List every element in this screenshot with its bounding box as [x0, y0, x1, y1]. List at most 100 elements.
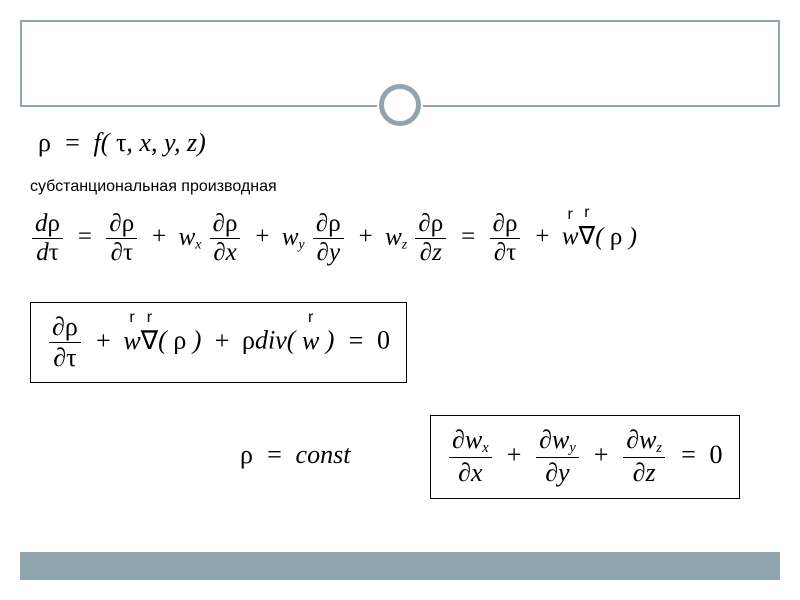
lp-2: ( — [595, 223, 603, 250]
sz-1: z — [656, 440, 662, 456]
eq-5: = — [680, 440, 698, 469]
rho-6: ρ — [505, 210, 517, 237]
lp-4: ( — [287, 326, 296, 355]
frac-pwx-px: ∂wx ∂x — [449, 426, 492, 488]
zero-1: 0 — [377, 326, 390, 355]
vec-nabla-1: ∇ — [579, 221, 596, 251]
y-1: y — [329, 239, 340, 266]
eq-sign: = — [63, 128, 81, 157]
frac-prho-px: ∂ρ ∂x — [210, 210, 241, 267]
header-circle-icon — [379, 84, 421, 126]
tau-3: τ — [506, 239, 516, 266]
plus-3: + — [357, 223, 374, 250]
p-5: ∂ — [316, 210, 328, 237]
zero-2: 0 — [710, 440, 723, 469]
w-1: w — [465, 425, 482, 454]
p-3: ∂ — [213, 210, 225, 237]
label-substantial-derivative: субстанциональная производная — [30, 178, 277, 196]
wx-sub: x — [195, 236, 201, 251]
rho-3: ρ — [225, 210, 237, 237]
arg-y: y — [164, 128, 174, 157]
arg-z: z — [187, 128, 197, 157]
equation-divergence-box: ∂wx ∂x + ∂wy ∂y + ∂wz ∂z = 0 — [430, 415, 740, 499]
frac-prho-ptau-3: ∂ρ ∂τ — [49, 313, 81, 372]
plus-5: + — [94, 326, 112, 355]
frac-drho-dtau: dρ dτ — [32, 210, 63, 267]
p-18: ∂ — [633, 458, 646, 487]
eq-3: = — [347, 326, 365, 355]
p-15: ∂ — [539, 425, 552, 454]
plus-4: + — [534, 223, 551, 250]
w-v3: w — [302, 326, 319, 355]
equation-rho-def: ρ = f( τ, x, y, z) — [38, 128, 206, 158]
d-1: d — [35, 210, 48, 237]
wz: w — [385, 223, 402, 250]
comma-1: , — [126, 128, 133, 157]
equation-substantial-derivative: dρ dτ = ∂ρ ∂τ + wx ∂ρ ∂x + wy ∂ρ ∂y + wz… — [30, 210, 637, 267]
tau-4: τ — [66, 343, 76, 372]
rho-8: ρ — [65, 312, 78, 341]
vec-nabla-2: ∇ — [141, 326, 158, 356]
slide-bottom-bar — [20, 552, 780, 580]
eq-1: = — [76, 223, 93, 250]
y-2: y — [558, 458, 570, 487]
header-circle-bg — [377, 82, 423, 128]
rho-9: ρ — [173, 326, 186, 355]
p-14: ∂ — [458, 458, 471, 487]
w-2: w — [552, 425, 569, 454]
eq-4: = — [265, 440, 283, 469]
w-3: w — [639, 425, 656, 454]
frac-prho-pz: ∂ρ ∂z — [415, 210, 446, 267]
plus-7: + — [505, 440, 523, 469]
p-9: ∂ — [493, 210, 505, 237]
comma-2: , — [151, 128, 158, 157]
p-11: ∂ — [52, 312, 65, 341]
lp-3: ( — [158, 326, 167, 355]
rho-symbol: ρ — [38, 128, 51, 157]
lp: ( — [101, 128, 110, 157]
plus-6: + — [213, 326, 231, 355]
sy-1: y — [569, 440, 575, 456]
vec-w-1: w — [562, 223, 579, 251]
tau-1: τ — [49, 239, 59, 266]
frac-prho-py: ∂ρ ∂y — [313, 210, 344, 267]
frac-prho-ptau-1: ∂ρ ∂τ — [106, 210, 137, 267]
fn-f: f — [94, 128, 101, 157]
nabla-2: ∇ — [141, 326, 158, 355]
rp-2: ) — [629, 223, 637, 250]
z-1: z — [432, 239, 442, 266]
p-6: ∂ — [317, 239, 329, 266]
comma-3: , — [174, 128, 181, 157]
p-8: ∂ — [420, 239, 432, 266]
wx: w — [179, 223, 196, 250]
x-2: x — [471, 458, 483, 487]
arg-x: x — [139, 128, 151, 157]
rp-4: ) — [326, 326, 335, 355]
rho-4: ρ — [328, 210, 340, 237]
rho-7: ρ — [610, 223, 622, 250]
plus-1: + — [150, 223, 167, 250]
x-1: x — [226, 239, 237, 266]
frac-prho-ptau-2: ∂ρ ∂τ — [490, 210, 521, 267]
frac-pwz-pz: ∂wz ∂z — [623, 426, 665, 488]
equation-rho-const: ρ = const — [240, 440, 350, 470]
w-v1: w — [562, 223, 579, 250]
wz-sub: z — [402, 236, 407, 251]
plus-8: + — [592, 440, 610, 469]
tau-2: τ — [123, 239, 133, 266]
z-2: z — [645, 458, 655, 487]
vec-w-3: w — [302, 326, 319, 356]
rp-3: ) — [193, 326, 202, 355]
p-12: ∂ — [53, 343, 66, 372]
p-10: ∂ — [494, 239, 506, 266]
const-text: const — [296, 440, 351, 469]
vec-w-2: w — [123, 326, 140, 356]
p-2: ∂ — [111, 239, 123, 266]
rp: ) — [197, 128, 206, 157]
arg-tau: τ — [116, 128, 126, 157]
rho-11: ρ — [240, 440, 253, 469]
p-7: ∂ — [418, 210, 430, 237]
rho-2: ρ — [122, 210, 134, 237]
rho-10: ρ — [242, 326, 255, 355]
rho-1: ρ — [48, 210, 60, 237]
